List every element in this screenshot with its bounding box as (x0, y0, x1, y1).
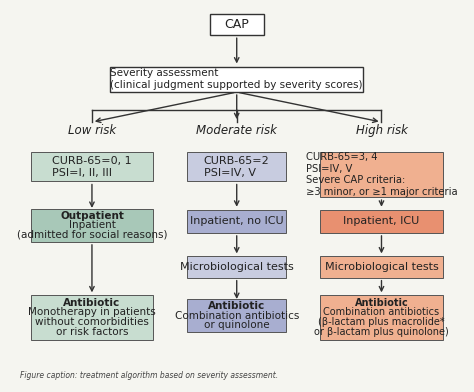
Text: Antibiotic: Antibiotic (208, 301, 265, 311)
Text: Antibiotic: Antibiotic (64, 298, 120, 307)
Text: or quinolone: or quinolone (204, 320, 270, 330)
Text: Combination antibiotics: Combination antibiotics (323, 307, 439, 318)
Text: Severity assessment
(clinical judgment supported by severity scores): Severity assessment (clinical judgment s… (110, 69, 363, 90)
Text: Low risk: Low risk (68, 124, 116, 137)
Text: CURB-65=2
PSI=IV, V: CURB-65=2 PSI=IV, V (204, 156, 270, 178)
Text: without comorbidities: without comorbidities (35, 318, 149, 327)
FancyBboxPatch shape (320, 152, 443, 197)
Text: (β-lactam plus macrolide*: (β-lactam plus macrolide* (318, 318, 445, 327)
Text: Inpatient: Inpatient (69, 220, 115, 230)
Text: Monotherapy in patients: Monotherapy in patients (28, 307, 156, 318)
FancyBboxPatch shape (187, 299, 286, 332)
FancyBboxPatch shape (31, 295, 153, 340)
FancyBboxPatch shape (187, 152, 286, 181)
FancyBboxPatch shape (320, 256, 443, 278)
FancyBboxPatch shape (110, 67, 364, 92)
Text: or risk factors: or risk factors (56, 327, 128, 338)
Text: Moderate risk: Moderate risk (196, 124, 277, 137)
Text: (admitted for social reasons): (admitted for social reasons) (17, 230, 167, 240)
Text: Microbiological tests: Microbiological tests (180, 262, 293, 272)
FancyBboxPatch shape (31, 152, 153, 181)
FancyBboxPatch shape (320, 210, 443, 233)
Text: or β-lactam plus quinolone): or β-lactam plus quinolone) (314, 327, 449, 338)
Text: CURB-65=3, 4
PSI=IV, V
Severe CAP criteria:
≥3 minor, or ≥1 major criteria: CURB-65=3, 4 PSI=IV, V Severe CAP criter… (306, 152, 457, 197)
FancyBboxPatch shape (210, 14, 264, 35)
FancyBboxPatch shape (31, 209, 153, 242)
Text: Inpatient, no ICU: Inpatient, no ICU (190, 216, 283, 226)
Text: Figure caption: treatment algorithm based on severity assessment.: Figure caption: treatment algorithm base… (19, 370, 278, 379)
Text: Antibiotic: Antibiotic (355, 298, 409, 307)
Text: Microbiological tests: Microbiological tests (325, 262, 438, 272)
Text: Combination antibiotics: Combination antibiotics (174, 311, 299, 321)
Text: Outpatient: Outpatient (60, 211, 124, 221)
Text: High risk: High risk (356, 124, 408, 137)
FancyBboxPatch shape (187, 256, 286, 278)
FancyBboxPatch shape (187, 210, 286, 233)
Text: Inpatient, ICU: Inpatient, ICU (343, 216, 419, 226)
Text: CAP: CAP (224, 18, 249, 31)
Text: CURB-65=0, 1
PSI=I, II, III: CURB-65=0, 1 PSI=I, II, III (52, 156, 132, 178)
FancyBboxPatch shape (320, 295, 443, 340)
